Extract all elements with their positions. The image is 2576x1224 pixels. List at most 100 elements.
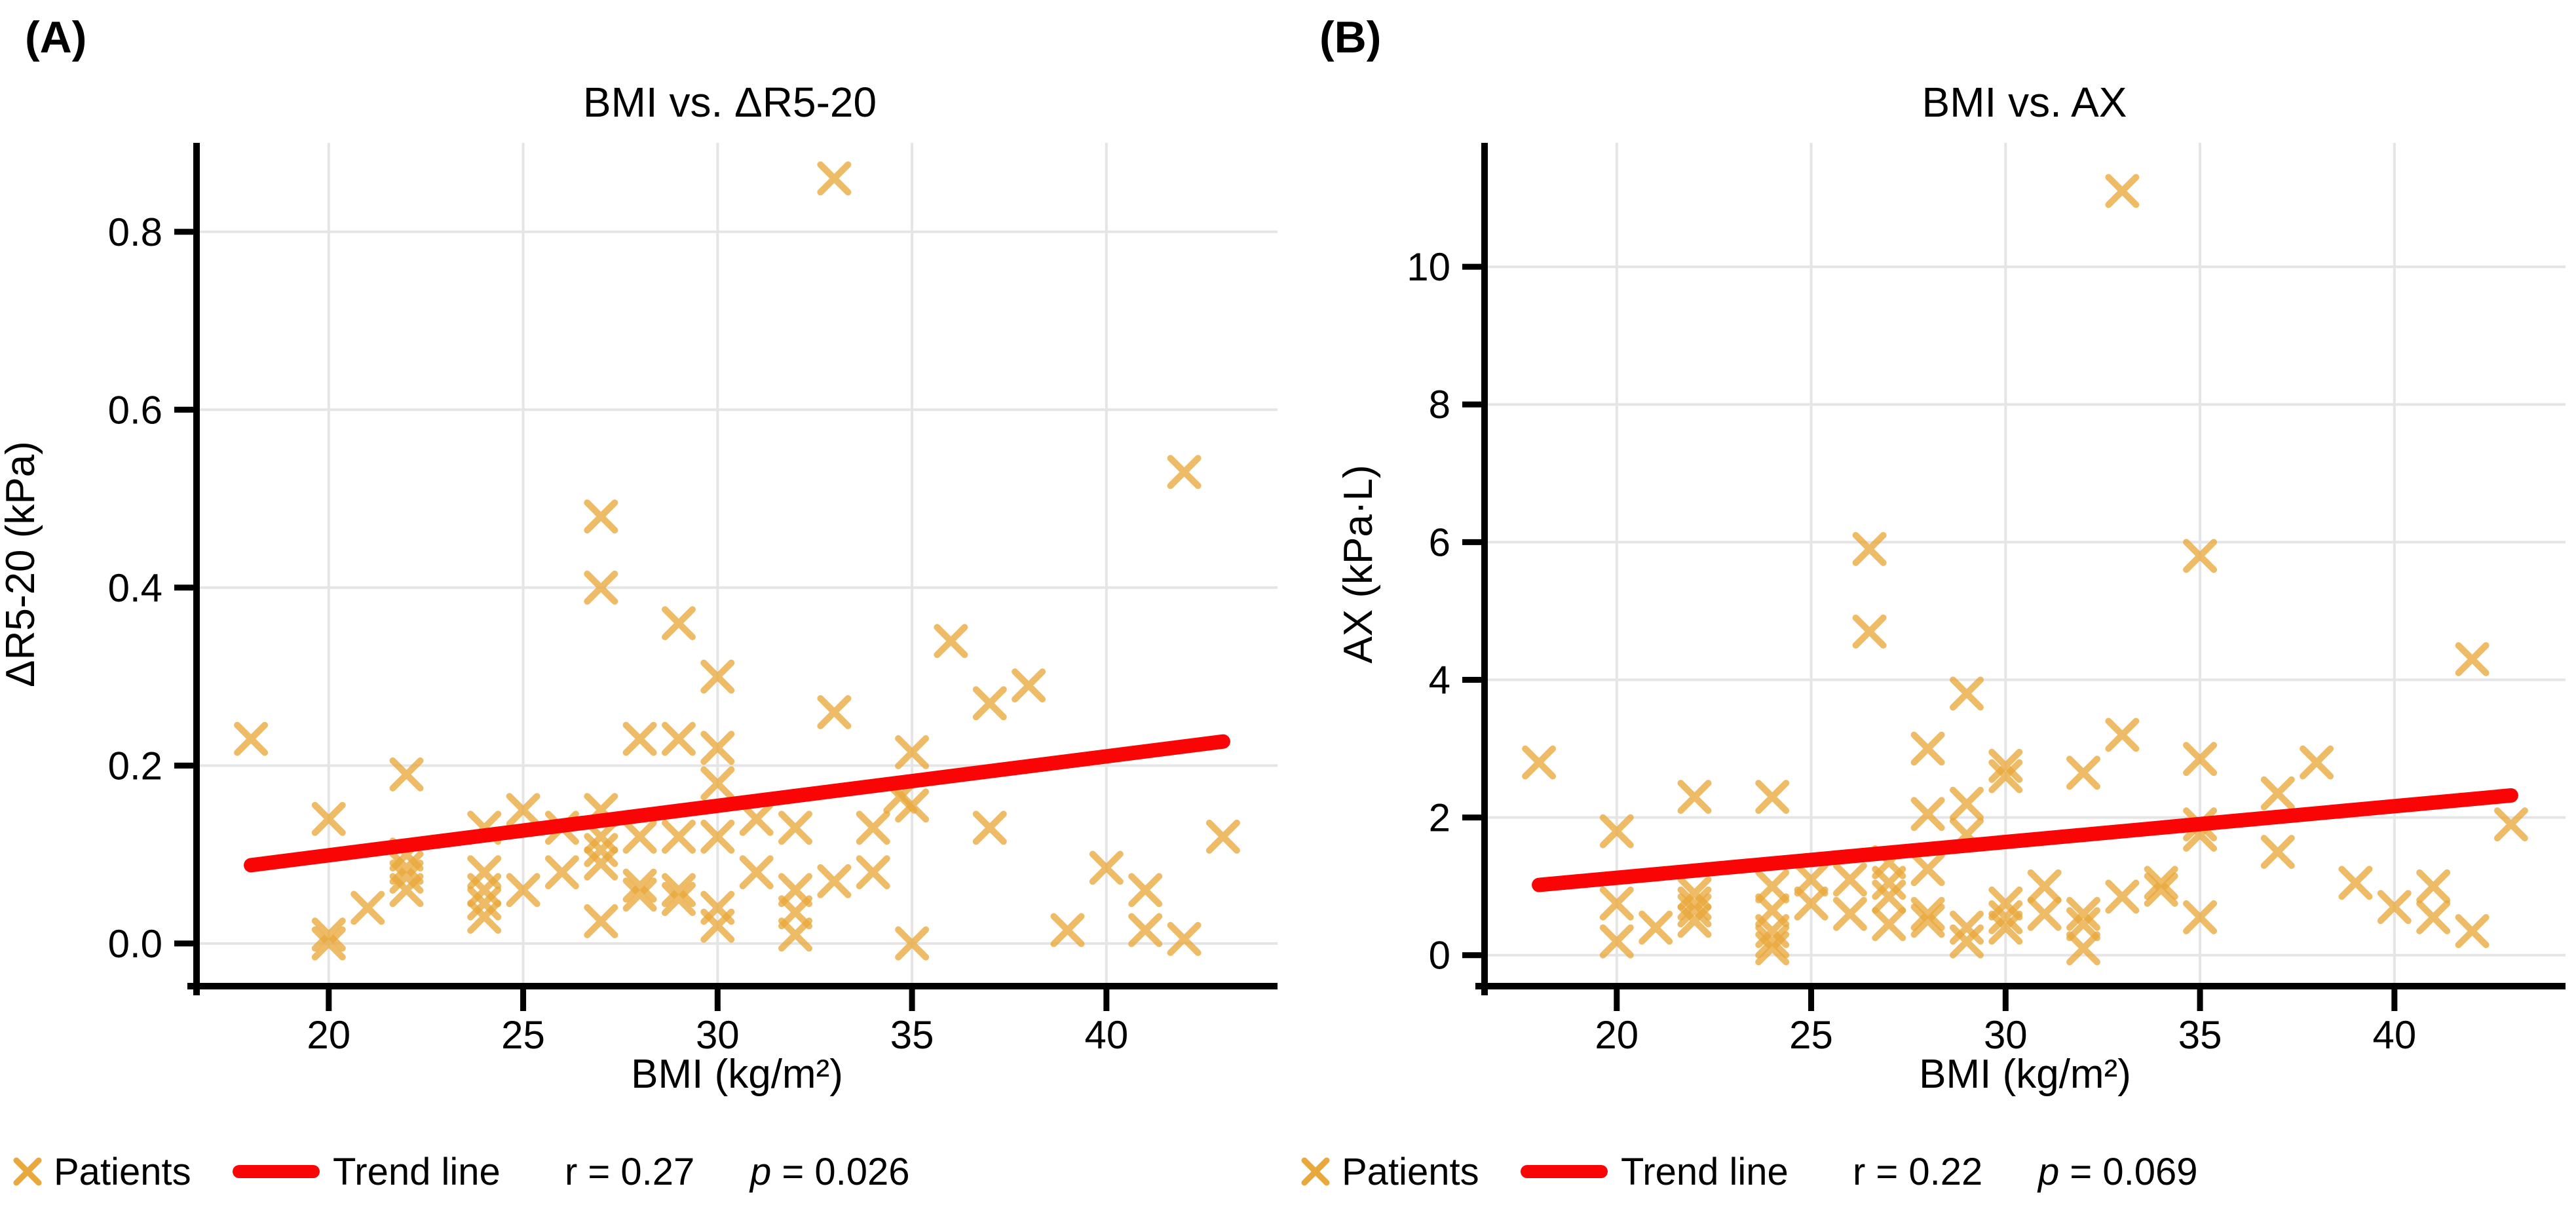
scatter-point (2260, 776, 2295, 811)
y-tick-label: 6 (1429, 520, 1450, 564)
scatter-point (700, 731, 735, 765)
scatter-point (1988, 900, 2023, 934)
scatter-point (2338, 866, 2373, 900)
scatter-point (2105, 174, 2140, 208)
scatter-point (234, 721, 269, 756)
legend-trend-label: Trend line (333, 1151, 501, 1193)
scatter-point (311, 801, 346, 836)
scatter-point (1988, 748, 2023, 783)
y-tick-label: 0 (1429, 934, 1450, 978)
scatter-point (1872, 907, 1906, 942)
scatter-point (1872, 879, 1906, 914)
scatter-point (2027, 869, 2062, 904)
scatter-point (467, 900, 502, 934)
panel-b-plot-area: 0 2 4 6 8 10 20 25 30 35 40 (1407, 143, 2566, 1057)
scatter-point (1677, 893, 1712, 928)
scatter-point (778, 811, 812, 845)
chart-title: BMI vs. AX (1922, 79, 2127, 126)
scatter-point (506, 873, 540, 908)
panel-a-chart: 0.0 0.2 0.4 0.6 0.8 20 25 30 35 40 (A) BMI vs. ΔR… (0, 12, 1278, 1193)
x-tick-label: 25 (501, 1013, 545, 1057)
scatter-point (1910, 896, 1945, 931)
scatter-point (1677, 780, 1712, 814)
scatter-point (1755, 869, 1790, 904)
scatter-point (2455, 642, 2490, 676)
scatter-point (1950, 676, 1984, 711)
scatter-point (584, 833, 618, 868)
scatter-point (778, 917, 812, 952)
y-tick-label: 4 (1429, 658, 1450, 702)
scatter-point (1205, 819, 1240, 854)
scatter-point (2105, 879, 2140, 914)
scatter-point (1755, 780, 1790, 814)
p-value: p = 0.069 (2037, 1151, 2198, 1193)
scatter-point (2300, 745, 2334, 780)
y-tick-label: 0.8 (108, 210, 162, 254)
scatter-point (2183, 900, 2218, 934)
x-tick-label: 40 (2372, 1013, 2416, 1057)
scatter-point (1012, 668, 1046, 703)
scatter-point (1167, 922, 1202, 956)
x-tick-label: 35 (890, 1013, 934, 1057)
x-tick-label: 25 (1789, 1013, 1833, 1057)
scatter-point (1677, 904, 1712, 938)
r-value: r = 0.27 (565, 1151, 694, 1193)
y-tick-label: 0.0 (108, 922, 162, 966)
scatter-point (895, 788, 930, 823)
scatter-point (700, 819, 735, 854)
scatter-point (856, 855, 890, 890)
scatter-point (1910, 731, 1945, 766)
scatter-point (584, 499, 618, 534)
scatter-point (1950, 786, 1984, 821)
scatter-point (1910, 904, 1945, 938)
scatter-point (700, 659, 735, 694)
scatter-point (584, 904, 618, 938)
scatter-point (1755, 931, 1790, 966)
panel-tag: (B) (1319, 12, 1381, 62)
chart-title: BMI vs. ΔR5-20 (583, 79, 877, 126)
scatter-point (1522, 745, 1557, 780)
scatter-point (544, 855, 579, 890)
scatter-point (2066, 931, 2100, 966)
scatter-point (817, 695, 852, 729)
scatter-point (739, 855, 774, 890)
trend-line (244, 734, 1230, 873)
scatter-point (389, 757, 424, 792)
legend-patients-label: Patients (1342, 1151, 1479, 1193)
y-tick-label: 10 (1407, 245, 1450, 289)
scatter-point (817, 864, 852, 898)
scatter-point (700, 908, 735, 943)
scatter-point (1910, 852, 1945, 887)
scatter-point (972, 811, 1007, 845)
scatter-point (895, 926, 930, 961)
scatter-point (1910, 797, 1945, 832)
scatter-point (389, 873, 424, 908)
scatter-point (1988, 910, 2023, 945)
scatter-point (467, 886, 502, 921)
panel-b: 0 2 4 6 8 10 20 25 30 35 40 (B) BMI vs. AX BMI (kg… (1288, 0, 2576, 1224)
legend: Patients Trend line r = 0.22 p = 0.069 (1301, 1151, 2198, 1193)
scatter-point (1128, 873, 1163, 908)
x-tick-label: 30 (696, 1013, 740, 1057)
x-tick-label: 40 (1084, 1013, 1128, 1057)
scatter-point (311, 917, 346, 952)
scatter-point (700, 766, 735, 801)
trend-line (1532, 788, 2518, 892)
scatter-point (856, 811, 890, 845)
scatter-point (506, 793, 540, 828)
y-tick-label: 0.2 (108, 744, 162, 788)
scatter-point (2027, 896, 2062, 931)
panel-a: 0.0 0.2 0.4 0.6 0.8 20 25 30 35 40 (A) BMI vs. ΔR… (0, 12, 1278, 1193)
scatter-point (662, 606, 696, 641)
scatter-point (2260, 835, 2295, 870)
scatter-point (584, 570, 618, 605)
legend: Patients Trend line r = 0.27 p = 0.026 (13, 1151, 910, 1193)
scatter-point (2105, 717, 2140, 752)
scatter-point (1832, 862, 1867, 897)
y-tick-label: 2 (1429, 796, 1450, 840)
scatter-point (350, 890, 385, 925)
y-axis-label: AX (kPa·L) (1336, 465, 1381, 663)
scatter-point (1638, 910, 1673, 945)
y-tick-label: 0.4 (108, 566, 162, 610)
